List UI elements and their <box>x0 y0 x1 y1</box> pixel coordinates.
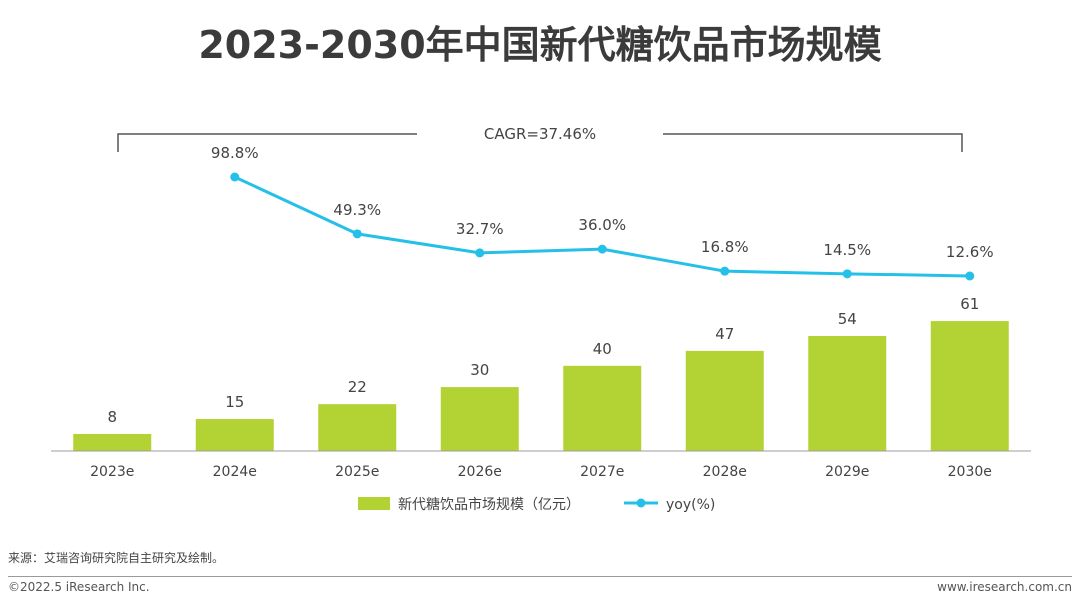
bar-label-2023e: 8 <box>107 408 117 426</box>
yoy-label-2028e: 16.8% <box>701 238 749 256</box>
x-tick-2027e: 2027e <box>580 464 624 480</box>
bar-2026e <box>440 387 519 451</box>
yoy-point-2029e <box>842 269 852 279</box>
bar-2028e <box>685 350 764 451</box>
x-tick-2028e: 2028e <box>703 464 747 480</box>
cagr-bracket: CAGR=37.46% <box>117 125 963 152</box>
cagr-bracket-left <box>117 133 417 152</box>
bar-2027e <box>563 365 642 451</box>
copyright-text: ©2022.5 iResearch Inc. <box>8 580 150 594</box>
footer-divider <box>8 576 1072 577</box>
cagr-bracket-right <box>663 133 963 152</box>
x-axis-tick-labels: 2023e 2024e 2025e 2026e 2027e 2028e 2029e 2030e <box>90 464 992 480</box>
x-tick-2030e: 2030e <box>948 464 992 480</box>
yoy-point-2026e <box>475 248 485 258</box>
legend-bar-swatch <box>358 497 390 510</box>
yoy-label-2027e: 36.0% <box>578 216 626 234</box>
bar-label-2025e: 22 <box>348 378 367 396</box>
bar-label-2024e: 15 <box>225 393 244 411</box>
legend-line-marker <box>636 498 646 508</box>
bar-2025e <box>318 404 397 451</box>
x-tick-2024e: 2024e <box>213 464 257 480</box>
bar-label-2029e: 54 <box>838 310 857 328</box>
website-link[interactable]: www.iresearch.com.cn <box>937 580 1072 594</box>
x-tick-2025e: 2025e <box>335 464 379 480</box>
x-tick-2023e: 2023e <box>90 464 134 480</box>
yoy-point-2030e <box>965 271 975 281</box>
cagr-annotation: CAGR=37.46% <box>484 125 596 143</box>
bar-2024e <box>195 419 274 451</box>
chart-legend: 新代糖饮品市场规模（亿元） yoy(%) <box>358 496 715 513</box>
chart-title: 2023-2030年中国新代糖饮品市场规模 <box>198 23 882 67</box>
x-tick-2029e: 2029e <box>825 464 869 480</box>
yoy-label-2029e: 14.5% <box>823 241 871 259</box>
legend-line-label: yoy(%) <box>666 497 715 513</box>
yoy-label-2026e: 32.7% <box>456 220 504 238</box>
bar-value-labels: 8 15 22 30 40 47 54 61 <box>107 295 979 426</box>
bar-label-2026e: 30 <box>470 361 489 379</box>
bar-label-2030e: 61 <box>960 295 979 313</box>
yoy-point-2028e <box>720 266 730 276</box>
yoy-label-2024e: 98.8% <box>211 144 259 162</box>
x-tick-2026e: 2026e <box>458 464 502 480</box>
bar-series <box>73 321 1009 451</box>
yoy-label-2030e: 12.6% <box>946 243 994 261</box>
bar-2023e <box>73 433 152 451</box>
bar-label-2027e: 40 <box>593 340 612 358</box>
yoy-label-2025e: 49.3% <box>333 201 381 219</box>
source-note: 来源：艾瑞咨询研究院自主研究及绘制。 <box>8 551 225 565</box>
bar-2030e <box>930 321 1009 451</box>
yoy-point-2027e <box>597 244 607 254</box>
yoy-point-2024e <box>230 172 240 182</box>
yoy-line-series <box>230 172 975 281</box>
bar-2029e <box>808 335 887 451</box>
yoy-value-labels: 98.8% 49.3% 32.7% 36.0% 16.8% 14.5% 12.6% <box>211 144 994 261</box>
bar-label-2028e: 47 <box>715 325 734 343</box>
yoy-point-2025e <box>352 229 362 239</box>
legend-bar-label: 新代糖饮品市场规模（亿元） <box>398 496 580 513</box>
